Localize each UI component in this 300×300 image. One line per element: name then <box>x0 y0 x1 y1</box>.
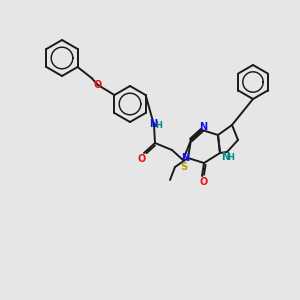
Text: O: O <box>94 80 102 90</box>
Text: N: N <box>181 153 189 163</box>
Text: N: N <box>149 119 157 129</box>
Text: H: H <box>156 121 162 130</box>
Text: O: O <box>138 154 146 164</box>
Text: S: S <box>180 162 188 172</box>
Text: N: N <box>199 122 207 132</box>
Text: H: H <box>228 154 234 163</box>
Text: O: O <box>200 177 208 187</box>
Text: N: N <box>221 152 229 162</box>
